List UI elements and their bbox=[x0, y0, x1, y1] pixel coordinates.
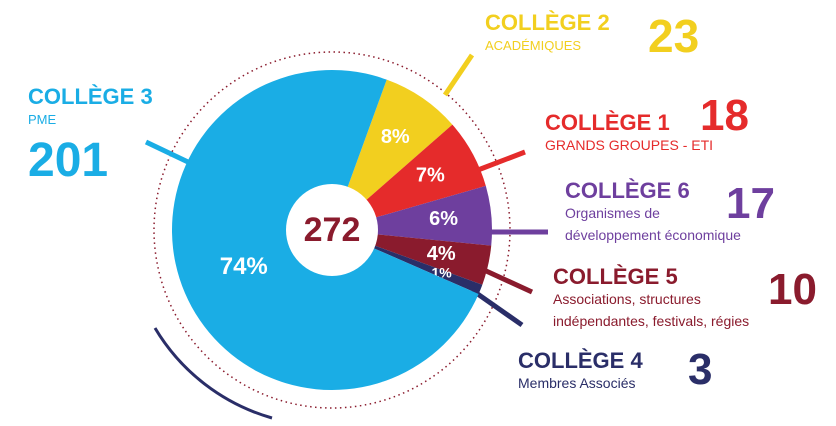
category-subtitle: ACADÉMIQUES bbox=[485, 38, 581, 53]
category-subtitle: Membres Associés bbox=[518, 375, 635, 391]
slice-label: 74% bbox=[220, 253, 268, 280]
pie-slice bbox=[332, 124, 486, 230]
slice-label: 4% bbox=[427, 243, 456, 265]
category-count: 201 bbox=[28, 134, 108, 187]
leader-line bbox=[482, 267, 534, 295]
category-count: 3 bbox=[688, 345, 712, 394]
leader-line bbox=[470, 287, 524, 328]
category-subtitle: Associations, structures bbox=[553, 291, 701, 307]
slice-label: 7% bbox=[416, 165, 445, 187]
category-count: 18 bbox=[700, 91, 749, 140]
leader-line bbox=[477, 149, 526, 173]
category-count: 10 bbox=[768, 265, 817, 314]
category-title: COLLÈGE 6 bbox=[565, 178, 690, 203]
center-circle bbox=[286, 184, 378, 276]
category-title: COLLÈGE 1 bbox=[545, 110, 670, 135]
category-count: 23 bbox=[648, 10, 699, 62]
total-label: 272 bbox=[304, 211, 361, 249]
category-title: COLLÈGE 3 bbox=[28, 84, 153, 109]
decor-arc bbox=[153, 327, 273, 420]
leader-line bbox=[442, 53, 475, 97]
category-subtitle: GRANDS GROUPES - ETI bbox=[545, 137, 713, 153]
category-title: COLLÈGE 2 bbox=[485, 10, 610, 35]
leader-line bbox=[144, 139, 190, 165]
category-subtitle: PME bbox=[28, 112, 57, 127]
category-title: COLLÈGE 4 bbox=[518, 348, 643, 373]
slice-label: 8% bbox=[381, 126, 410, 148]
pie-slice bbox=[332, 79, 453, 231]
slice-label: 6% bbox=[429, 208, 458, 230]
category-subtitle: développement économique bbox=[565, 227, 741, 243]
category-subtitle: indépendantes, festivals, régies bbox=[553, 313, 749, 329]
category-title: COLLÈGE 5 bbox=[553, 264, 678, 289]
category-count: 17 bbox=[726, 179, 775, 228]
category-subtitle: Organismes de bbox=[565, 205, 660, 221]
